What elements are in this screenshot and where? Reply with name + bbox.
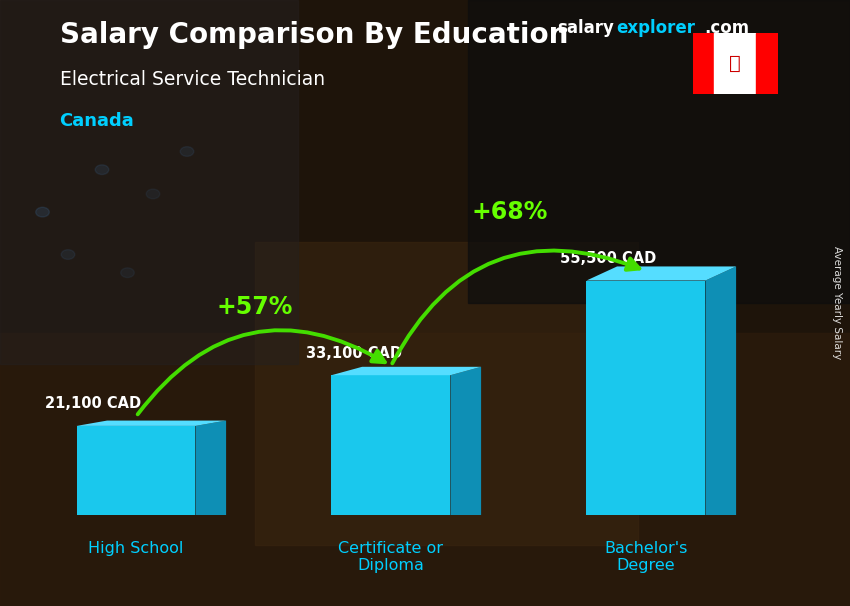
Circle shape [146, 189, 160, 199]
Text: Electrical Service Technician: Electrical Service Technician [60, 70, 325, 88]
Text: Average Yearly Salary: Average Yearly Salary [832, 247, 842, 359]
Text: 🍁: 🍁 [729, 54, 741, 73]
Text: .com: .com [704, 19, 749, 38]
Text: explorer: explorer [616, 19, 695, 38]
Bar [693, 33, 714, 94]
Polygon shape [332, 367, 481, 375]
Polygon shape [76, 426, 196, 515]
Bar [756, 33, 778, 94]
Circle shape [180, 147, 194, 156]
Text: 33,100 CAD: 33,100 CAD [306, 345, 401, 361]
Bar [468, 0, 850, 303]
Text: 21,100 CAD: 21,100 CAD [45, 396, 142, 411]
FancyArrowPatch shape [393, 250, 639, 364]
Polygon shape [76, 421, 226, 426]
Polygon shape [196, 421, 226, 515]
Text: Certificate or
Diploma: Certificate or Diploma [338, 541, 444, 573]
Polygon shape [586, 267, 736, 281]
Polygon shape [332, 375, 450, 515]
FancyArrowPatch shape [138, 330, 385, 415]
Text: Bachelor's
Degree: Bachelor's Degree [604, 541, 688, 573]
Circle shape [95, 165, 109, 175]
Circle shape [36, 207, 49, 217]
Bar [0, 333, 850, 606]
Bar [255, 242, 638, 545]
Text: 55,500 CAD: 55,500 CAD [560, 251, 657, 266]
Text: Canada: Canada [60, 112, 134, 130]
Circle shape [121, 268, 134, 278]
Text: salary: salary [557, 19, 614, 38]
Polygon shape [450, 367, 481, 515]
Bar [714, 33, 756, 94]
Text: +68%: +68% [472, 201, 548, 224]
Polygon shape [706, 267, 736, 515]
Polygon shape [586, 281, 706, 515]
Text: Salary Comparison By Education: Salary Comparison By Education [60, 21, 568, 49]
Text: +57%: +57% [217, 295, 293, 319]
Text: High School: High School [88, 541, 184, 556]
Bar [0, 0, 298, 364]
Circle shape [61, 250, 75, 259]
